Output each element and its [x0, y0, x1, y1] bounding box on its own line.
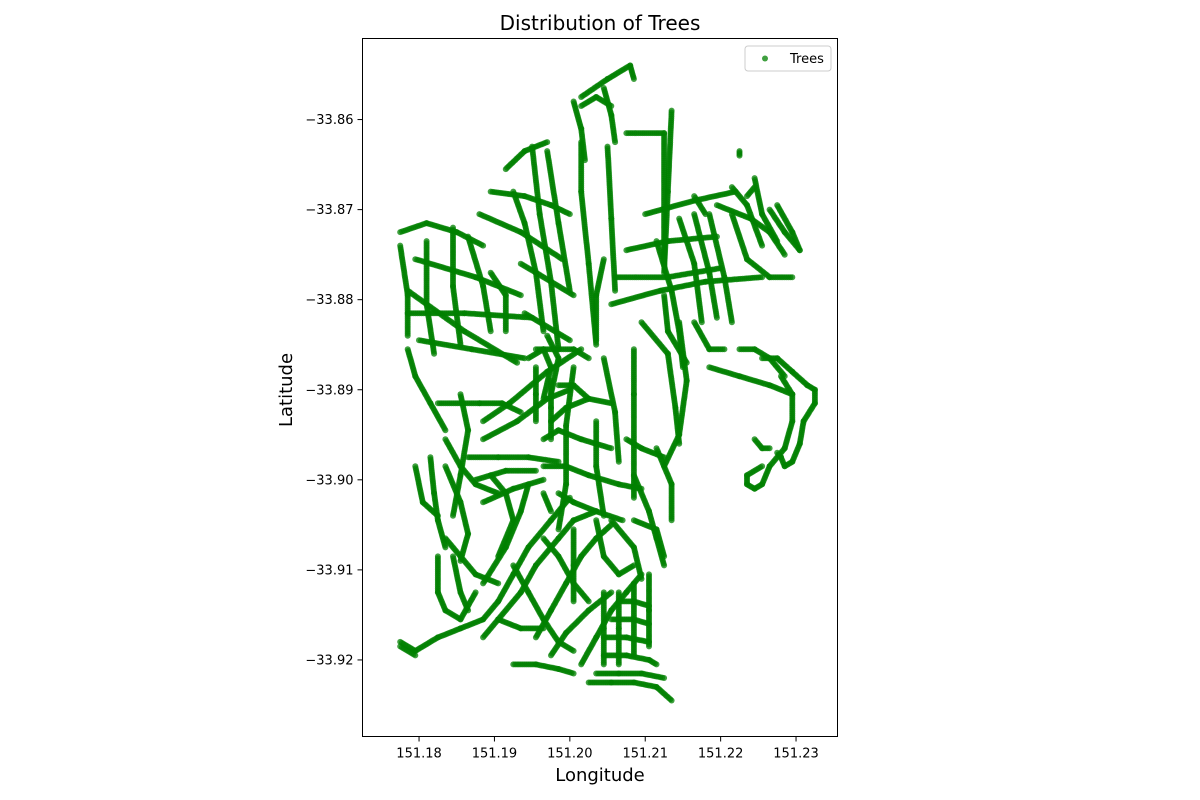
tree-point	[566, 337, 573, 344]
tree-point	[465, 607, 472, 614]
tree-point	[612, 287, 619, 294]
tree-point	[698, 319, 705, 326]
tree-point	[555, 526, 562, 533]
tree-point	[796, 247, 803, 254]
tree-point	[450, 512, 456, 519]
tree-point	[548, 508, 554, 515]
tree-point	[608, 400, 615, 407]
tree-point	[759, 463, 766, 470]
tree-point	[532, 467, 539, 474]
tree-point	[759, 242, 766, 249]
tree-point	[442, 427, 449, 434]
tree-point	[442, 544, 449, 551]
tree-point	[781, 251, 788, 258]
tree-point	[540, 476, 547, 483]
tree-point	[593, 508, 600, 515]
tree-point	[630, 562, 637, 569]
tree-point	[661, 675, 668, 681]
tree-point	[766, 445, 773, 452]
tree-point	[615, 458, 622, 465]
tree-point	[480, 242, 487, 249]
tree-point	[434, 512, 441, 519]
tree-point	[619, 517, 626, 524]
tree-point	[480, 580, 487, 587]
tree-point	[661, 562, 668, 569]
tree-point	[540, 328, 547, 335]
tree-point	[608, 445, 615, 452]
tree-point	[457, 341, 464, 348]
tree-point	[472, 589, 479, 596]
tree-point	[431, 350, 438, 357]
tree-point	[487, 328, 494, 335]
tree-point	[774, 238, 781, 245]
tree-point	[570, 292, 577, 299]
tree-point	[502, 328, 509, 335]
tree-point	[728, 319, 735, 326]
chart-title: Distribution of Trees	[500, 11, 701, 35]
tree-point	[608, 589, 615, 596]
tree-point	[721, 346, 728, 353]
tree-point	[702, 211, 709, 218]
tree-point	[544, 139, 551, 146]
tree-point	[668, 517, 675, 524]
tree-point	[608, 521, 615, 528]
tree-point	[630, 494, 637, 501]
tree-point	[566, 211, 573, 218]
tree-point	[600, 256, 607, 263]
tree-point	[529, 314, 536, 321]
tree-point	[661, 553, 668, 560]
tree-point	[668, 697, 675, 704]
tree-point	[517, 292, 524, 299]
tree-point	[593, 341, 600, 348]
tree-point	[495, 580, 502, 587]
tree-point	[412, 652, 419, 659]
tree-point	[789, 274, 796, 281]
tree-point	[630, 76, 637, 82]
tree-point	[570, 647, 577, 654]
tree-points	[397, 62, 818, 704]
tree-point	[638, 571, 645, 578]
tree-point	[566, 494, 573, 501]
tree-point	[713, 314, 720, 321]
tree-point	[540, 395, 547, 402]
tree-point	[612, 139, 619, 146]
tree-point	[570, 670, 577, 677]
tree-point	[653, 661, 660, 668]
tree-point	[555, 458, 562, 465]
tree-point	[404, 332, 411, 339]
tree-point	[514, 359, 521, 366]
